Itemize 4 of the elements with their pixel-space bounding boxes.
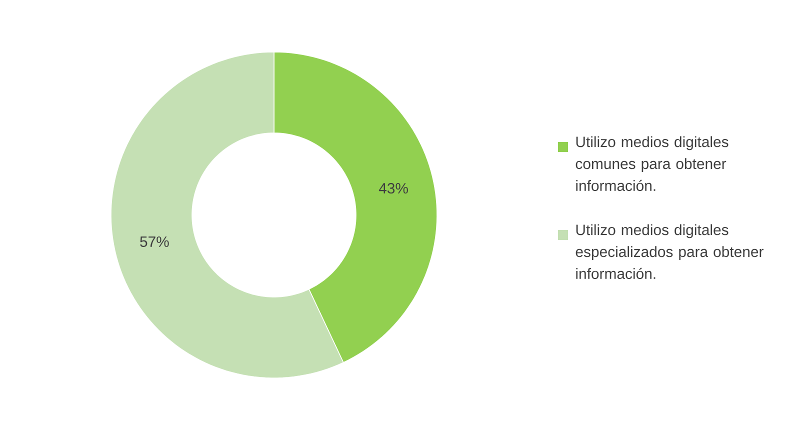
legend-label: Utilizo medios digitales comunes para obtener información. (576, 136, 728, 191)
data-label: 57% (140, 236, 169, 247)
legend-label: Utilizo medios digitales especializados para obtener información. (576, 224, 764, 279)
data-label: 43% (378, 182, 408, 194)
